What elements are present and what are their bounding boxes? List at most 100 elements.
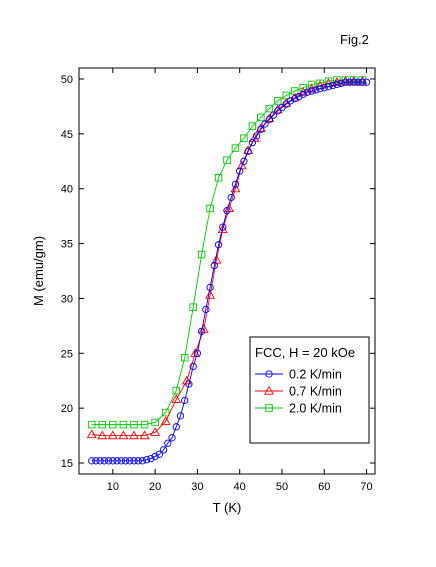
data-point [337,79,345,88]
axis-ticks: 10 20 30 40 50 60 70 15 20 25 30 35 40 45 50 [61,68,375,493]
y-tick-label: 35 [61,239,73,251]
data-point [134,457,142,465]
x-axis-label: T (K) [213,500,242,515]
data-point [100,457,109,465]
data-point [96,457,104,465]
data-point [130,420,138,429]
data-point [172,386,181,395]
data-point [354,78,362,86]
x-tick-label: 50 [276,481,288,493]
data-point [180,353,189,362]
legend-marker [264,385,274,395]
data-point [261,120,269,128]
data-point [86,429,97,439]
data-point [98,420,107,429]
data-point [240,134,248,142]
x-tick-label: 20 [149,481,161,493]
legend-label: 0.2 K/min [289,368,342,382]
data-point [289,92,300,102]
y-tick-label: 25 [61,348,73,360]
data-point [230,183,241,193]
data-point [197,250,206,259]
data-point [151,418,159,427]
data-point [249,133,260,142]
legend-box [249,336,370,444]
data-point [273,97,282,105]
data-point [358,78,366,86]
data-point [227,193,235,202]
data-point [299,90,307,98]
data-point [303,88,311,96]
data-point [88,457,96,465]
data-point [168,434,176,442]
data-point [189,362,197,371]
data-point [316,85,324,93]
data-point [138,457,147,465]
data-point [109,457,117,465]
data-point [206,283,214,292]
data-point [312,86,320,94]
data-point [217,224,228,233]
y-tick-label: 15 [61,458,73,470]
data-point [295,92,303,101]
data-point [223,156,231,164]
legend-title: FCC, H = 20 kOe [255,345,355,360]
data-point [257,113,265,122]
data-point [290,87,299,95]
data-point [231,180,240,188]
data-point [151,452,159,461]
data-point [150,427,161,436]
data-point [197,327,206,336]
data-point [348,76,359,85]
data-point [214,173,223,182]
data-point [130,457,138,465]
data-point [252,132,261,140]
data-point [324,77,333,85]
data-point [97,430,108,440]
y-tick-label: 30 [61,293,73,305]
data-point [92,457,100,465]
data-point [248,138,257,147]
data-point [243,145,254,154]
data-point [350,78,358,86]
data-point [109,420,117,429]
data-point [210,261,218,270]
x-tick-label: 60 [318,481,330,493]
data-point [128,430,139,440]
x-tick-label: 10 [107,481,119,493]
y-tick-label: 50 [61,74,73,86]
data-point [291,95,299,103]
y-tick-label: 20 [61,403,73,415]
legend-entry: 0.2 K/min [255,368,342,382]
data-point [104,457,113,465]
data-point [320,84,328,92]
data-point [171,394,182,403]
legend-label: 2.0 K/min [289,402,342,416]
data-point [159,446,168,454]
data-point [147,454,155,463]
series-layer [86,76,371,465]
data-point [160,416,171,425]
data-point [119,420,128,429]
data-point [219,223,227,231]
data-point [172,423,180,431]
data-point [329,81,337,90]
legend: FCC, H = 20 kOe 0.2 K/min 0.7 K/min 2.0 K/… [249,336,370,444]
data-point [139,430,150,440]
y-tick-label: 45 [61,129,73,141]
legend-entry: 2.0 K/min [255,402,342,416]
legend-marker [265,404,273,412]
plot-frame [78,67,376,475]
data-point [231,144,240,152]
data-point [140,420,149,429]
data-point [193,349,202,357]
data-point [202,305,210,314]
data-point [164,439,172,447]
data-point [113,457,121,465]
data-point [189,303,197,311]
x-tick-label: 30 [191,481,203,493]
data-point [341,78,350,86]
data-point [126,457,134,465]
data-point [87,420,96,429]
